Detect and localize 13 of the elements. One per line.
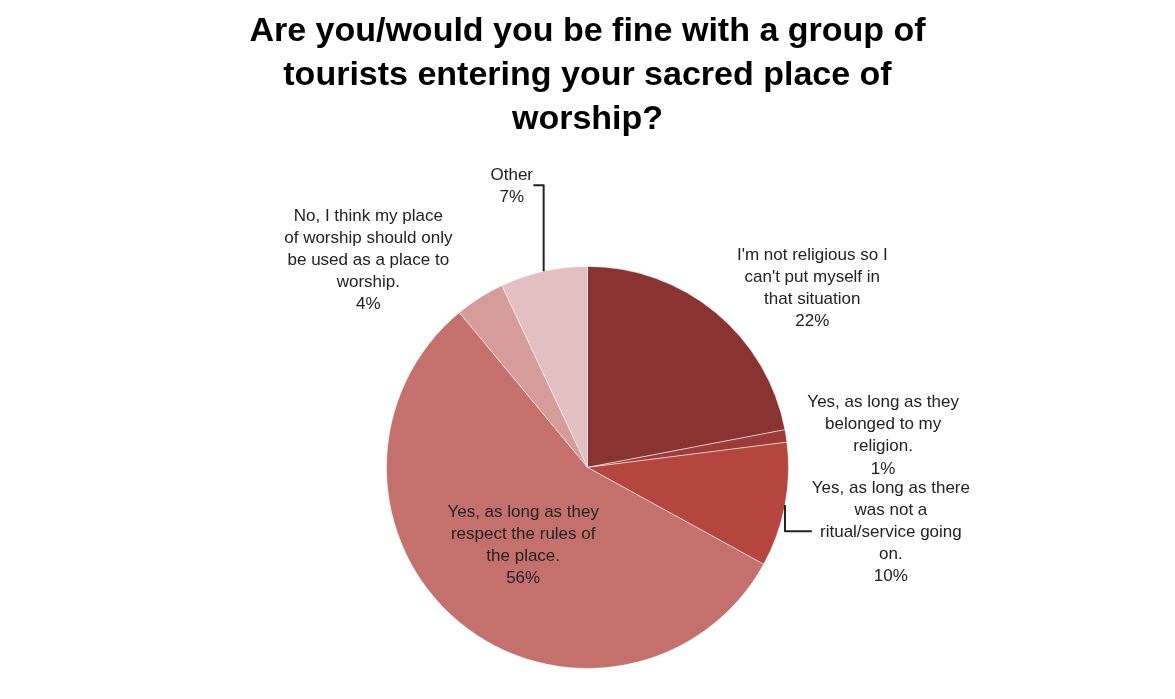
chart-title: Are you/would you be fine with a group of tourists entering your sacred place of worship? (249, 9, 927, 137)
data-label: 4% (356, 294, 381, 314)
slice-label: No, I think my place of worship should only be used as a place to worship. (284, 205, 453, 291)
data-label: 56% (506, 568, 541, 588)
data-label: 1% (870, 458, 896, 478)
slice-label: Other (490, 164, 534, 184)
slice-label: Yes, as long as they respect the rules of the place. (447, 502, 600, 566)
data-label: 10% (873, 565, 908, 585)
slice-label: Yes, as long as there was not a ritual/service going on. (811, 477, 970, 563)
slice-label: I'm not religious so I can't put myself in that situation (736, 244, 888, 308)
data-label: 7% (499, 186, 525, 206)
data-label: 22% (795, 310, 830, 330)
slice-label: Yes, as long as they belonged to my religion. (807, 392, 960, 456)
